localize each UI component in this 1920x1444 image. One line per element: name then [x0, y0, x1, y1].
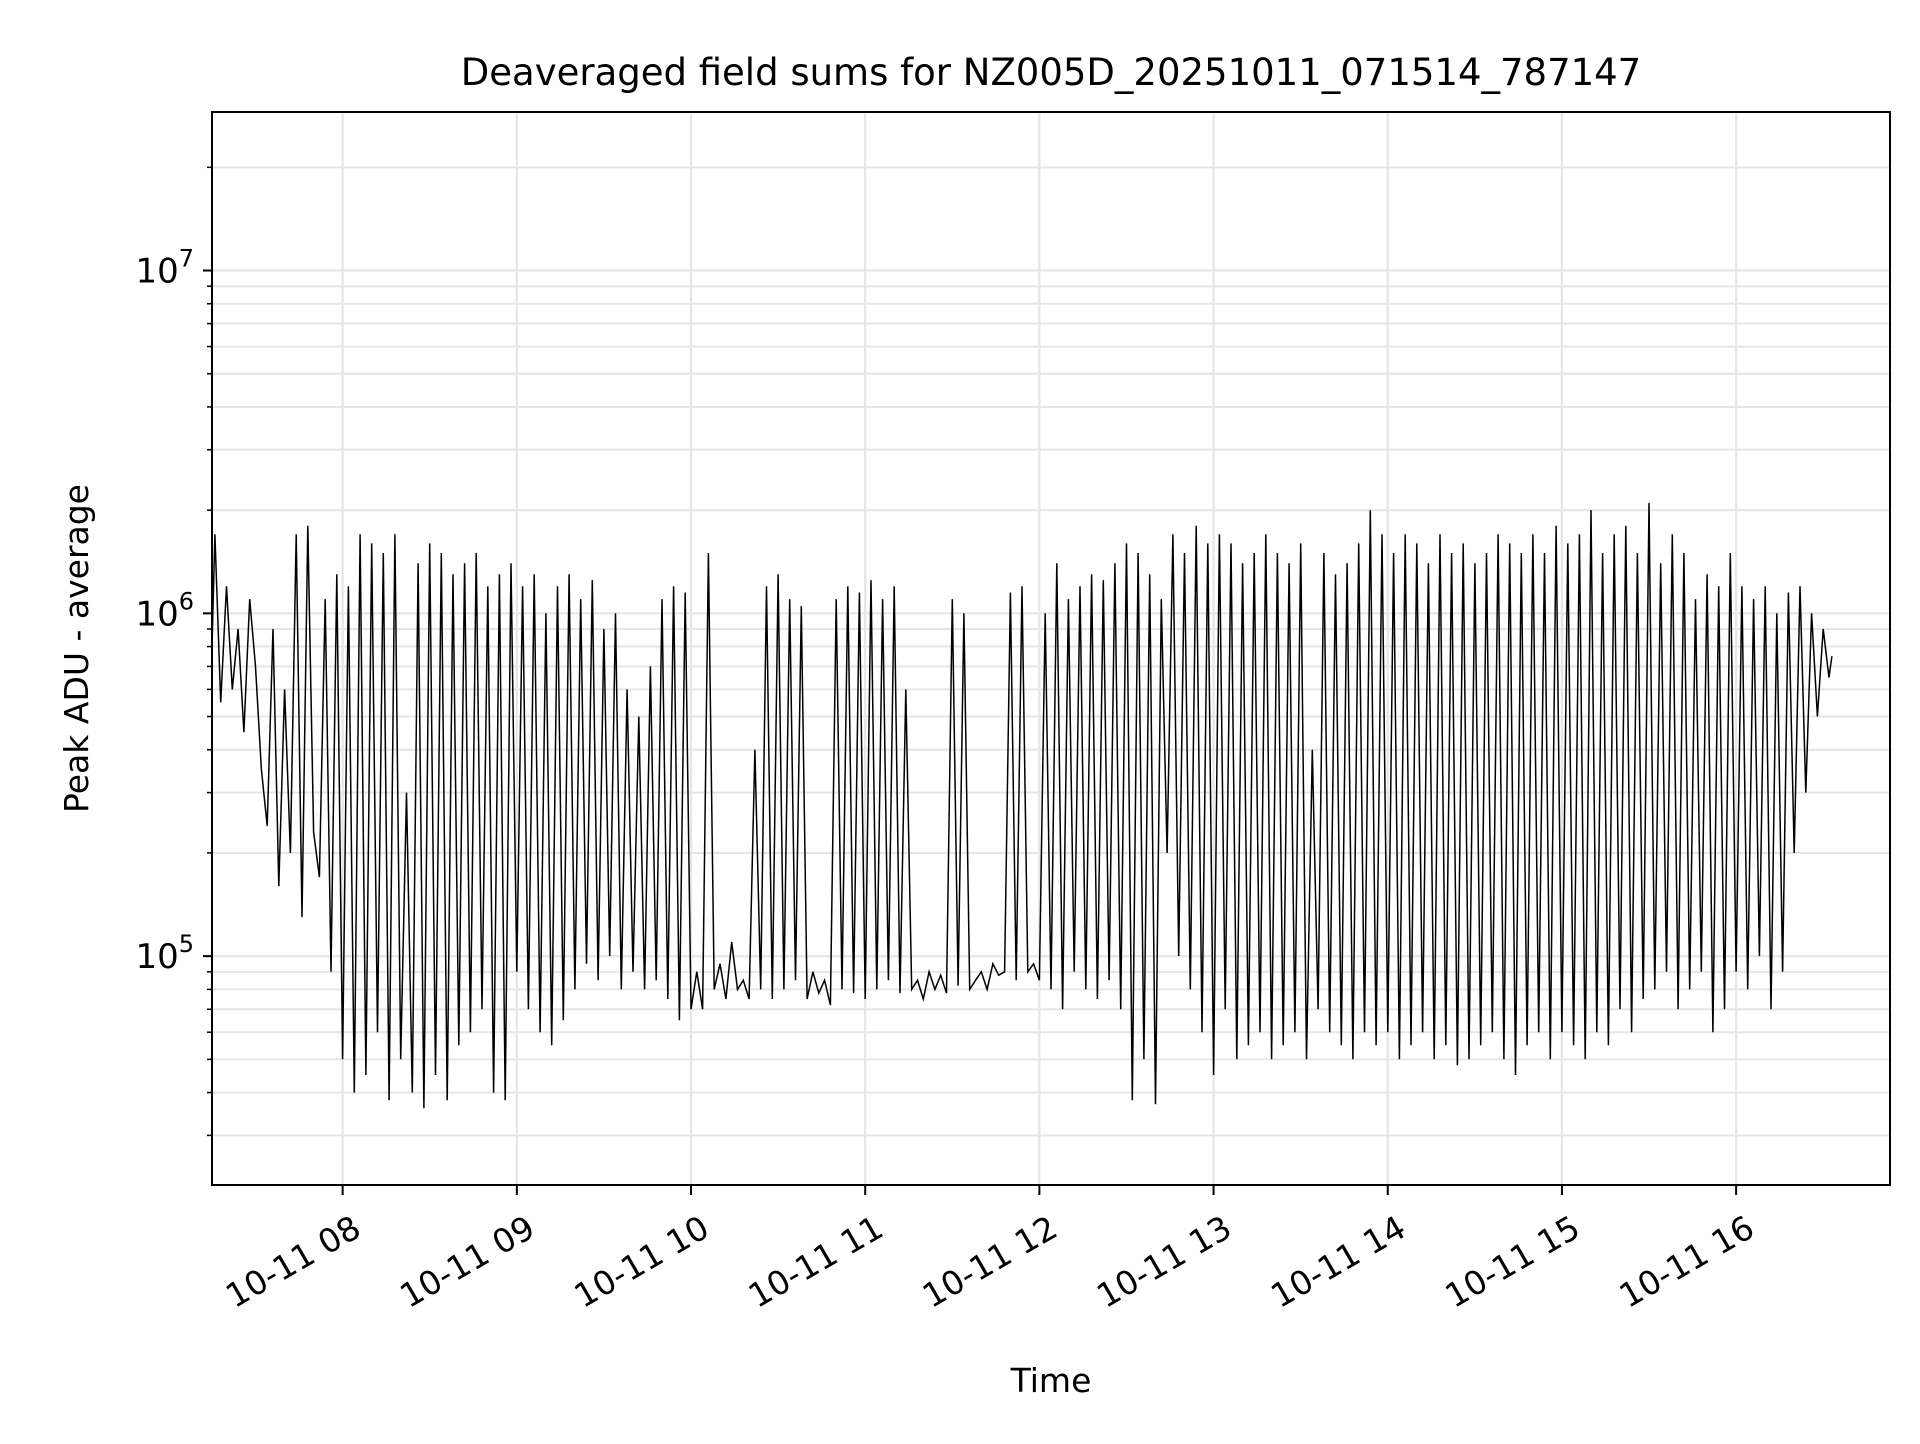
x-tick-label: 10-11 10	[567, 1208, 715, 1316]
series-line	[211, 502, 1833, 1109]
chart-title: Deaveraged field sums for NZ005D_2025101…	[461, 51, 1641, 94]
y-tick-label: 106	[135, 587, 194, 634]
grid-layer	[212, 112, 1890, 1185]
x-tick-label: 10-11 12	[916, 1208, 1064, 1316]
x-tick-label: 10-11 08	[219, 1208, 367, 1316]
x-tick-label: 10-11 11	[742, 1208, 890, 1316]
plot-frame	[211, 111, 1891, 1186]
y-tick-label: 107	[135, 245, 194, 292]
x-tick-label: 10-11 14	[1264, 1208, 1412, 1316]
x-axis-label: Time	[1010, 1361, 1092, 1400]
y-axis-label: Peak ADU - average	[57, 484, 96, 813]
x-tick-label: 10-11 13	[1090, 1208, 1238, 1316]
x-tick-label: 10-11 15	[1438, 1208, 1586, 1316]
plot-layer	[211, 502, 1833, 1109]
x-tick-label: 10-11 16	[1613, 1208, 1761, 1316]
x-tick-label: 10-11 09	[393, 1208, 541, 1316]
y-tick-label: 105	[135, 930, 194, 977]
